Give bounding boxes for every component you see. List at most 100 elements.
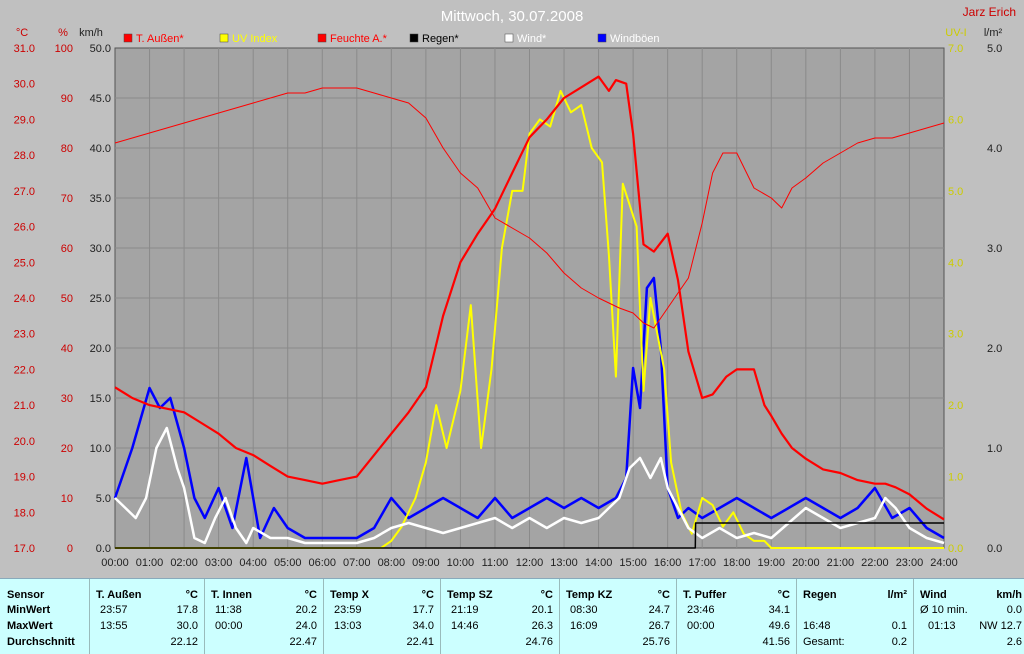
x-tick-label: 10:00: [447, 557, 475, 569]
series-line-2: [115, 89, 944, 549]
uv-tick-label: 5.0: [948, 186, 963, 198]
temp-tick-label: 21.0: [14, 400, 35, 412]
row-label-avg: Durchschnitt: [7, 636, 75, 648]
uv-tick-label: 2.0: [948, 400, 963, 412]
weather-chart: Mittwoch, 30.07.2008 Jarz Erich T. Außen…: [13, 5, 1016, 569]
wind-mean-value: 2.6: [1006, 636, 1022, 648]
legend-swatch: [597, 33, 607, 43]
min-time: 21:19: [451, 604, 479, 616]
x-tick-label: 18:00: [723, 557, 751, 569]
hum-tick-label: 10: [61, 493, 73, 505]
x-tick-label: 03:00: [205, 557, 233, 569]
sensor-unit: °C: [540, 589, 553, 601]
wind-tick-label: 10.0: [90, 443, 111, 455]
max-value: 26.7: [648, 620, 670, 632]
max-time: 13:55: [100, 620, 128, 632]
sensor-column-4: Temp KZ °C 08:30 24.7 16:09 26.7 25.76: [560, 579, 677, 654]
hum-tick-label: 60: [61, 243, 73, 255]
author-label: Jarz Erich: [963, 5, 1016, 19]
row-label-max: MaxWert: [7, 620, 53, 632]
x-tick-label: 21:00: [827, 557, 855, 569]
rain-tick-label: 5.0: [987, 43, 1002, 55]
series-line-4: [113, 276, 945, 540]
sensor-unit: °C: [304, 589, 317, 601]
temp-unit: °C: [16, 27, 28, 39]
sensor-unit: °C: [185, 589, 198, 601]
max-time: 16:09: [570, 620, 598, 632]
temp-tick-label: 23.0: [14, 329, 35, 341]
legend-label: Regen*: [422, 33, 459, 45]
uv-tick-label: 0.0: [948, 543, 963, 555]
regen-value-1: 0.1: [891, 620, 907, 632]
axis-units: °C % km/h UV-I l/m²: [16, 27, 1003, 39]
max-time: 13:03: [334, 620, 362, 632]
row-label-min: MinWert: [7, 604, 51, 616]
x-tick-label: 14:00: [585, 557, 613, 569]
uv-tick-label: 4.0: [948, 257, 963, 269]
x-tick-label: 17:00: [688, 557, 716, 569]
legend-label: Wind*: [517, 33, 547, 45]
wind-tick-label: 35.0: [90, 193, 111, 205]
wind-tick-label: 0.0: [96, 543, 111, 555]
sensor-name: T. Außen: [96, 589, 142, 601]
wind-tick-label: 45.0: [90, 93, 111, 105]
series-layer: [113, 75, 945, 549]
min-value: 24.7: [648, 604, 670, 616]
temp-tick-label: 30.0: [14, 79, 35, 91]
sensor-title: Sensor: [7, 589, 45, 601]
sensor-column-3: Temp SZ °C 21:19 20.1 14:46 26.3 24.76: [441, 579, 560, 654]
wind-tick-label: 15.0: [90, 393, 111, 405]
x-tick-label: 15:00: [619, 557, 647, 569]
rain-tick-label: 3.0: [987, 243, 1002, 255]
regen-time-1: 16:48: [803, 620, 831, 632]
temp-tick-label: 25.0: [14, 257, 35, 269]
max-time: 14:46: [451, 620, 479, 632]
wind-avg-label: Ø 10 min.: [920, 604, 968, 616]
min-time: 23:57: [100, 604, 128, 616]
temp-tick-label: 18.0: [14, 507, 35, 519]
wind-tick-label: 30.0: [90, 243, 111, 255]
legend-label: Feuchte A.*: [330, 33, 388, 45]
max-value: 24.0: [295, 620, 317, 632]
series-line-3: [114, 426, 945, 545]
sensor-name: T. Puffer: [683, 589, 727, 601]
rain-tick-label: 2.0: [987, 343, 1002, 355]
min-value: 20.1: [531, 604, 553, 616]
rain-tick-label: 0.0: [987, 543, 1002, 555]
legend-swatch: [219, 33, 229, 43]
x-tick-label: 20:00: [792, 557, 820, 569]
legend-swatch: [123, 33, 133, 43]
avg-value: 41.56: [762, 636, 790, 648]
x-tick-label: 23:00: [896, 557, 924, 569]
min-time: 11:38: [215, 604, 242, 616]
wind-avg-value: 0.0: [1006, 604, 1022, 616]
temp-tick-label: 26.0: [14, 222, 35, 234]
sensor-name: T. Innen: [211, 589, 252, 601]
legend: T. Außen* UV Index Feuchte A.* Regen* Wind* W…: [123, 33, 660, 45]
max-value: 26.3: [531, 620, 553, 632]
legend-label: Windböen: [610, 33, 660, 45]
rain-unit: l/m²: [984, 27, 1003, 39]
max-value: 34.0: [412, 620, 434, 632]
hum-tick-label: 90: [61, 93, 73, 105]
sensor-name: Temp KZ: [566, 589, 613, 601]
series-line-5: [115, 522, 944, 549]
x-tick-label: 22:00: [861, 557, 889, 569]
hum-tick-label: 70: [61, 193, 73, 205]
min-value: 17.7: [412, 604, 434, 616]
hum-tick-label: 0: [67, 543, 73, 555]
legend-swatch: [317, 33, 327, 43]
sensor-column-5: T. Puffer °C 23:46 34.1 00:00 49.6 41.56: [677, 579, 797, 654]
chart-title: Mittwoch, 30.07.2008: [441, 8, 584, 25]
max-value: 49.6: [768, 620, 790, 632]
series-line-0: [114, 75, 945, 521]
uv-tick-label: 6.0: [948, 114, 963, 126]
tick-labels: 31.0 30.0 29.0 28.0 27.0 26.0 25.0 24.0 23.0 22.0…: [14, 43, 1003, 569]
temp-tick-label: 20.0: [14, 436, 35, 448]
uv-unit: UV-I: [945, 27, 966, 39]
sensor-name: Temp X: [330, 589, 369, 601]
stats-table: Sensor MinWert MaxWert Durchschnitt T. A…: [0, 578, 1024, 654]
wind-tick-label: 25.0: [90, 293, 111, 305]
min-time: 23:59: [334, 604, 362, 616]
hum-tick-label: 50: [61, 293, 73, 305]
